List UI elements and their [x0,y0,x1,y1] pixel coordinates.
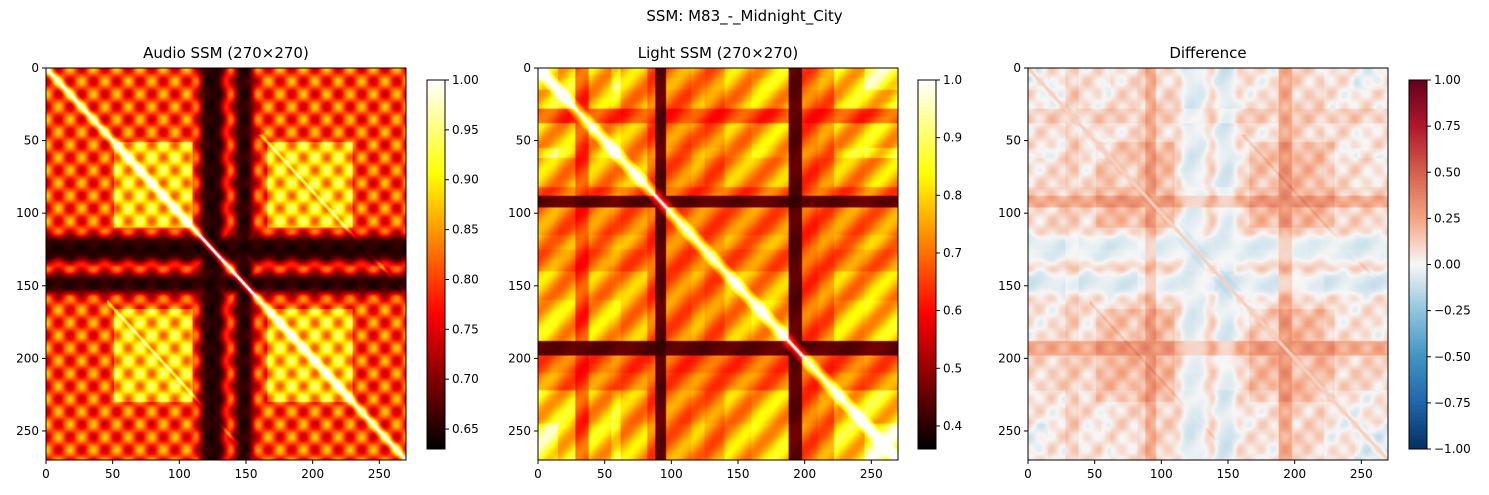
audio-x-tick-label: 250 [368,467,391,481]
difference-colorbar-tick-label: 0.75 [1434,119,1461,133]
difference-colorbar-tick-label: 0.25 [1434,211,1461,225]
light-x-tick-label: 50 [597,467,612,481]
audio-ssm-title: Audio SSM (270×270) [143,44,309,62]
audio-y-tick-label: 150 [16,279,39,293]
light-colorbar-tick-label: 0.9 [943,131,962,145]
light-colorbar-frame [917,79,937,450]
difference-colorbar [1409,80,1427,449]
difference-y-tick-label: 150 [998,279,1021,293]
difference-colorbar-tick-label: 0.50 [1434,165,1461,179]
difference-x-tick-label: 50 [1087,467,1102,481]
light-colorbar-tick-label: 0.8 [943,188,962,202]
difference-y-tick-label: 0 [1013,61,1021,75]
audio-colorbar-tick-label: 0.75 [452,322,479,336]
light-colorbar-tick-label: 0.4 [943,419,962,433]
audio-colorbar-tick-label: 0.80 [452,272,479,286]
difference-x-tick-label: 150 [1217,467,1240,481]
difference-colorbar-tick-label: −0.75 [1434,396,1471,410]
difference-colorbar-frame [1408,79,1428,450]
light-colorbar [918,80,936,449]
difference-colorbar-tick-label: −1.00 [1434,442,1471,456]
audio-colorbar-tick-label: 0.90 [452,173,479,187]
audio-colorbar-tick-label: 1.00 [452,73,479,87]
audio-x-tick-label: 0 [42,467,50,481]
difference-x-tick-label: 0 [1024,467,1032,481]
light-ssm-title: Light SSM (270×270) [637,44,799,62]
audio-ssm-heatmap [46,68,406,460]
difference-axes-frame [1027,67,1389,461]
audio-axes-frame [45,67,407,461]
audio-colorbar-frame [426,79,446,450]
audio-colorbar-tick-label: 0.95 [452,123,479,137]
light-y-tick-label: 100 [508,206,531,220]
difference-y-tick-label: 200 [998,351,1021,365]
audio-y-tick-label: 0 [31,61,39,75]
difference-x-tick-label: 100 [1150,467,1173,481]
light-x-tick-label: 0 [534,467,542,481]
light-y-tick-label: 250 [508,424,531,438]
audio-colorbar-tick-label: 0.65 [452,422,479,436]
audio-colorbar-tick-label: 0.70 [452,372,479,386]
difference-title: Difference [1169,44,1247,62]
audio-x-tick-label: 200 [301,467,324,481]
light-y-tick-label: 50 [516,134,531,148]
difference-colorbar-tick-label: 1.00 [1434,73,1461,87]
difference-y-tick-label: 250 [998,424,1021,438]
difference-colorbar-tick-label: 0.00 [1434,258,1461,272]
figure-title: SSM: M83_-_Midnight_City [646,7,843,25]
difference-colorbar-tick-label: −0.50 [1434,350,1471,364]
audio-x-tick-label: 150 [235,467,258,481]
audio-x-tick-label: 100 [168,467,191,481]
audio-y-tick-label: 250 [16,424,39,438]
light-ssm-heatmap [538,68,898,460]
difference-y-tick-label: 100 [998,206,1021,220]
audio-colorbar [427,80,445,449]
light-x-tick-label: 250 [860,467,883,481]
light-colorbar-tick-label: 0.7 [943,246,962,260]
audio-x-tick-label: 50 [105,467,120,481]
light-colorbar-tick-label: 0.5 [943,361,962,375]
difference-x-tick-label: 250 [1350,467,1373,481]
audio-y-tick-label: 100 [16,206,39,220]
light-x-tick-label: 100 [660,467,683,481]
light-colorbar-tick-label: 1.0 [943,73,962,87]
difference-y-tick-label: 50 [1006,134,1021,148]
light-colorbar-tick-label: 0.6 [943,304,962,318]
light-x-tick-label: 200 [793,467,816,481]
audio-y-tick-label: 200 [16,351,39,365]
difference-x-tick-label: 200 [1283,467,1306,481]
light-y-tick-label: 200 [508,351,531,365]
light-y-tick-label: 0 [523,61,531,75]
audio-y-tick-label: 50 [24,134,39,148]
difference-colorbar-tick-label: −0.25 [1434,304,1471,318]
light-y-tick-label: 150 [508,279,531,293]
audio-colorbar-tick-label: 0.85 [452,223,479,237]
light-axes-frame [537,67,899,461]
difference-heatmap [1028,68,1388,460]
light-x-tick-label: 150 [727,467,750,481]
